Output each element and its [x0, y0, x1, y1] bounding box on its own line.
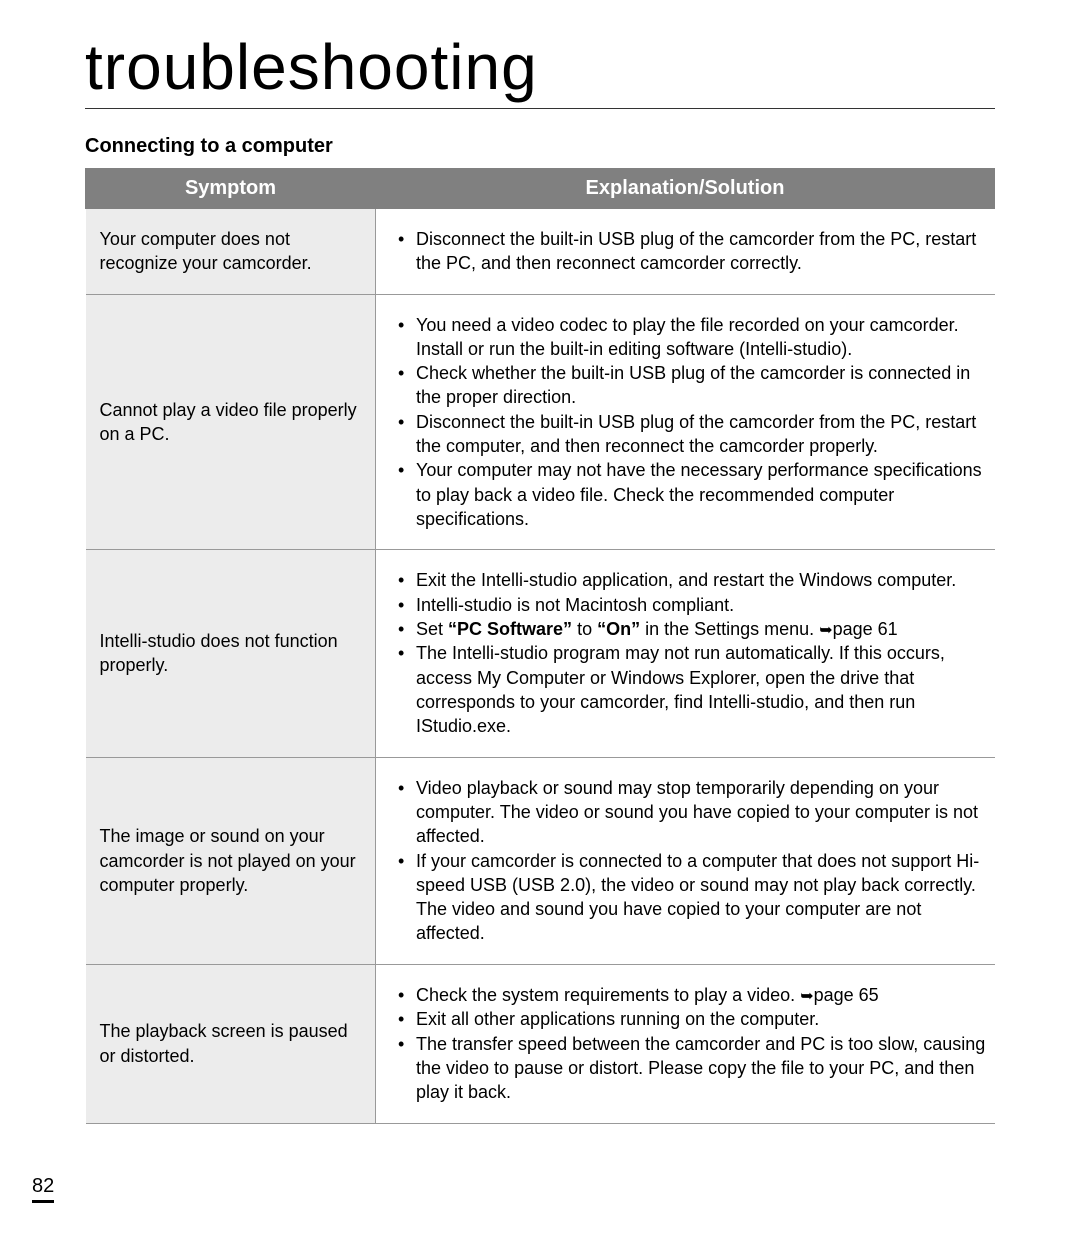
table-row: The playback screen is paused or distort… [86, 964, 995, 1123]
solution-item: Your computer may not have the necessary… [396, 458, 987, 531]
header-symptom: Symptom [86, 169, 376, 209]
solution-item: Check the system requirements to play a … [396, 983, 987, 1008]
solution-item: Set “PC Software” to “On” in the Setting… [396, 617, 987, 642]
solution-item: If your camcorder is connected to a comp… [396, 849, 987, 898]
table-row: The image or sound on your camcorder is … [86, 757, 995, 964]
page-title: troubleshooting [85, 30, 995, 109]
header-solution: Explanation/Solution [376, 169, 995, 209]
solution-item: Disconnect the built-in USB plug of the … [396, 227, 987, 276]
troubleshooting-table: Symptom Explanation/Solution Your comput… [85, 168, 995, 1124]
solution-cell: You need a video codec to play the file … [376, 294, 995, 550]
solution-item: The Intelli-studio program may not run a… [396, 641, 987, 738]
solution-item: Video playback or sound may stop tempora… [396, 776, 987, 849]
table-row: Your computer does not recognize your ca… [86, 209, 995, 295]
solution-item: Intelli-studio is not Macintosh complian… [396, 593, 987, 617]
solution-item: Disconnect the built-in USB plug of the … [396, 410, 987, 459]
solution-item: You need a video codec to play the file … [396, 313, 987, 362]
solution-continuation: The video and sound you have copied to y… [396, 897, 987, 946]
page-number: 82 [32, 1175, 54, 1203]
solution-item: Check whether the built-in USB plug of t… [396, 361, 987, 410]
symptom-cell: Cannot play a video file properly on a P… [86, 294, 376, 550]
table-row: Intelli-studio does not function properl… [86, 550, 995, 757]
symptom-cell: The playback screen is paused or distort… [86, 964, 376, 1123]
symptom-cell: The image or sound on your camcorder is … [86, 757, 376, 964]
symptom-cell: Intelli-studio does not function properl… [86, 550, 376, 757]
section-title: Connecting to a computer [85, 135, 995, 158]
solution-cell: Check the system requirements to play a … [376, 964, 995, 1123]
solution-item: The transfer speed between the camcorder… [396, 1032, 987, 1105]
solution-item: Exit all other applications running on t… [396, 1007, 987, 1031]
table-row: Cannot play a video file properly on a P… [86, 294, 995, 550]
solution-cell: Video playback or sound may stop tempora… [376, 757, 995, 964]
symptom-cell: Your computer does not recognize your ca… [86, 209, 376, 295]
solution-cell: Disconnect the built-in USB plug of the … [376, 209, 995, 295]
solution-item: Exit the Intelli-studio application, and… [396, 568, 987, 592]
solution-cell: Exit the Intelli-studio application, and… [376, 550, 995, 757]
